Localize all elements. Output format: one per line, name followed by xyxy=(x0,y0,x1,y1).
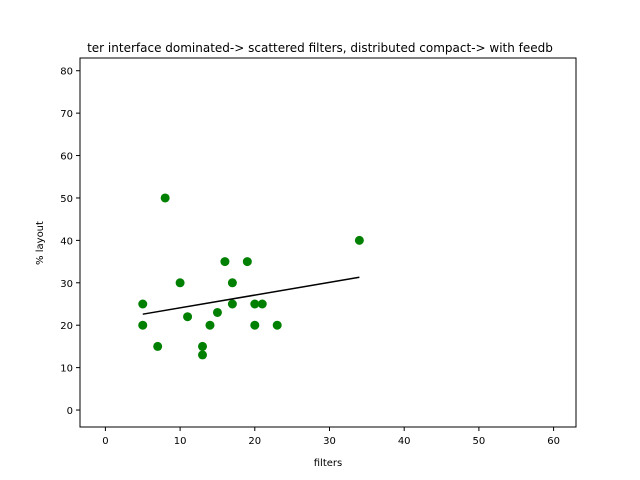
data-point xyxy=(160,193,170,203)
data-point xyxy=(272,320,282,330)
y-axis-label: % layout xyxy=(35,221,46,265)
trend-line xyxy=(142,276,360,315)
y-axis: 0 10 20 30 40 50 60 70 80 xyxy=(60,67,80,417)
x-tick-label: 20 xyxy=(248,436,261,447)
y-tick-label: 40 xyxy=(60,236,73,247)
data-point xyxy=(227,299,237,309)
data-point xyxy=(205,320,215,330)
x-tick-label: 60 xyxy=(547,436,560,447)
x-tick-label: 30 xyxy=(323,436,336,447)
y-tick-label: 10 xyxy=(60,364,73,375)
data-point xyxy=(242,257,252,267)
plot-area xyxy=(138,193,364,360)
data-point xyxy=(250,320,260,330)
y-tick-label: 0 xyxy=(67,406,73,417)
data-point xyxy=(227,278,237,288)
y-tick-label: 50 xyxy=(60,194,73,205)
x-tick-label: 40 xyxy=(398,436,411,447)
data-point xyxy=(138,299,148,309)
x-axis-label: filters xyxy=(314,458,342,469)
chart-title: ter interface dominated-> scattered filt… xyxy=(87,41,553,55)
y-tick-label: 80 xyxy=(60,67,73,78)
x-tick-label: 50 xyxy=(473,436,486,447)
y-tick-label: 30 xyxy=(60,279,73,290)
axes-frame xyxy=(79,57,577,428)
x-tick-label: 0 xyxy=(102,436,108,447)
data-point xyxy=(153,341,163,351)
data-point xyxy=(198,341,208,351)
data-point xyxy=(183,312,193,322)
x-axis: 0 10 20 30 40 50 60 xyxy=(102,427,560,447)
data-point xyxy=(138,320,148,330)
y-tick-label: 70 xyxy=(60,109,73,120)
data-point xyxy=(257,299,267,309)
data-point xyxy=(212,307,222,317)
data-point xyxy=(175,278,185,288)
data-point xyxy=(198,350,208,360)
data-point xyxy=(250,299,260,309)
x-tick-label: 10 xyxy=(174,436,187,447)
data-point xyxy=(220,257,230,267)
y-tick-label: 60 xyxy=(60,152,73,163)
y-tick-label: 20 xyxy=(60,321,73,332)
data-point xyxy=(354,235,364,245)
